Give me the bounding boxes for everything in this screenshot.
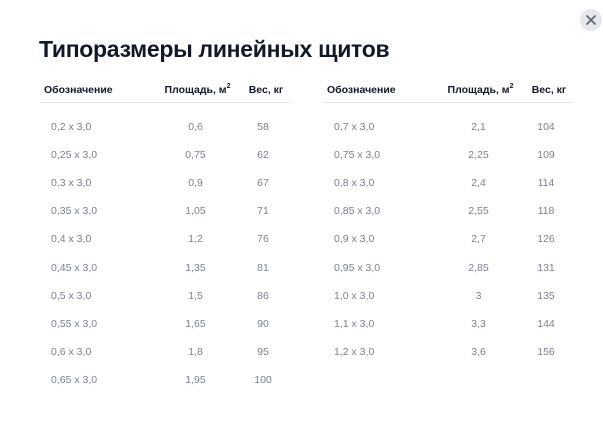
cell-designation: 0,6 х 3,0 [51, 345, 92, 358]
cell-area: 1,35 [185, 261, 206, 274]
cell-designation: 0,85 х 3,0 [334, 205, 381, 218]
cell-weight: 144 [537, 317, 555, 330]
cell-designation: 0,45 х 3,0 [51, 261, 98, 274]
table-row: 0,7 х 3,0 2,1 104 [323, 113, 573, 141]
cell-designation: 0,35 х 3,0 [51, 205, 98, 218]
cell-area: 0,9 [188, 177, 203, 190]
column-header-weight: Вес, кг [531, 84, 567, 96]
table-row: 0,45 х 3,0 1,35 81 [40, 253, 290, 281]
cell-area: 3 [475, 289, 482, 302]
table-row: 0,85 х 3,0 2,55 118 [323, 197, 573, 225]
cell-designation: 0,4 х 3,0 [51, 233, 92, 246]
table-row: 0,75 х 3,0 2,25 109 [323, 141, 573, 169]
cell-designation: 0,3 х 3,0 [51, 177, 92, 190]
cell-area: 0,75 [185, 149, 206, 162]
cell-area: 2,7 [471, 233, 486, 246]
cell-designation: 0,65 х 3,0 [51, 373, 98, 386]
cell-weight: 67 [257, 177, 269, 190]
sizes-table-right: Обозначение Площадь, м2 Вес, кг 0,7 х 3,… [323, 78, 573, 366]
table-row: 0,6 х 3,0 1,8 95 [40, 338, 290, 366]
column-header-designation: Обозначение [44, 84, 113, 96]
dialog-title: Типоразмеры линейных щитов [39, 36, 390, 62]
sizes-table-left: Обозначение Площадь, м2 Вес, кг 0,2 х 3,… [40, 78, 290, 394]
cell-designation: 1,0 х 3,0 [334, 289, 375, 302]
table-row: 0,3 х 3,0 0,9 67 [40, 169, 290, 197]
cell-weight: 86 [257, 289, 269, 302]
cell-weight: 58 [257, 121, 269, 134]
close-icon [586, 15, 596, 25]
cell-weight: 100 [254, 373, 272, 386]
cell-weight: 90 [257, 317, 269, 330]
table-row: 0,65 х 3,0 1,95 100 [40, 366, 290, 394]
cell-weight: 71 [257, 205, 269, 218]
cell-weight: 114 [537, 177, 555, 190]
cell-designation: 0,55 х 3,0 [51, 317, 98, 330]
cell-area: 1,2 [188, 233, 203, 246]
cell-designation: 1,2 х 3,0 [334, 345, 375, 358]
cell-designation: 0,9 х 3,0 [334, 233, 375, 246]
cell-weight: 126 [537, 233, 555, 246]
cell-area: 3,3 [471, 317, 486, 330]
table-row: 0,25 х 3,0 0,75 62 [40, 141, 290, 169]
cell-designation: 0,2 х 3,0 [51, 121, 92, 134]
cell-area: 2,1 [471, 121, 486, 134]
cell-weight: 156 [537, 345, 555, 358]
table-row: 0,4 х 3,0 1,2 76 [40, 225, 290, 253]
cell-designation: 1,1 х 3,0 [334, 317, 375, 330]
table-row: 0,95 х 3,0 2,85 131 [323, 253, 573, 281]
cell-area: 2,25 [468, 149, 489, 162]
cell-designation: 0,75 х 3,0 [334, 149, 381, 162]
cell-area: 0,6 [188, 121, 203, 134]
table-row: 0,5 х 3,0 1,5 86 [40, 282, 290, 310]
table-row: 0,35 х 3,0 1,05 71 [40, 197, 290, 225]
table-row: 0,9 х 3,0 2,7 126 [323, 225, 573, 253]
cell-weight: 118 [537, 205, 555, 218]
cell-weight: 81 [257, 261, 269, 274]
cell-weight: 95 [257, 345, 269, 358]
table-row: 0,55 х 3,0 1,65 90 [40, 310, 290, 338]
cell-weight: 131 [537, 261, 555, 274]
cell-designation: 0,25 х 3,0 [51, 149, 98, 162]
cell-designation: 0,7 х 3,0 [334, 121, 375, 134]
cell-area: 2,4 [471, 177, 486, 190]
table-row: 1,1 х 3,0 3,3 144 [323, 310, 573, 338]
cell-area: 1,65 [185, 317, 206, 330]
table-header: Обозначение Площадь, м2 Вес, кг [323, 78, 573, 103]
cell-area: 2,55 [468, 205, 489, 218]
table-row: 0,2 х 3,0 0,6 58 [40, 113, 290, 141]
cell-weight: 135 [537, 289, 555, 302]
close-button[interactable] [580, 9, 602, 31]
cell-designation: 0,8 х 3,0 [334, 177, 375, 190]
table-row: 0,8 х 3,0 2,4 114 [323, 169, 573, 197]
cell-weight: 62 [257, 149, 269, 162]
cell-area: 1,95 [185, 373, 206, 386]
cell-designation: 0,95 х 3,0 [334, 261, 381, 274]
column-header-designation: Обозначение [327, 84, 396, 96]
column-header-area: Площадь, м2 [447, 83, 514, 96]
cell-designation: 0,5 х 3,0 [51, 289, 92, 302]
table-row: 1,0 х 3,0 3 135 [323, 282, 573, 310]
cell-weight: 76 [257, 233, 269, 246]
cell-area: 1,8 [188, 345, 203, 358]
cell-area: 1,05 [185, 205, 206, 218]
column-header-area: Площадь, м2 [164, 83, 231, 96]
cell-area: 1,5 [188, 289, 203, 302]
table-row: 1,2 х 3,0 3,6 156 [323, 338, 573, 366]
cell-area: 2,85 [468, 261, 489, 274]
cell-weight: 104 [537, 121, 555, 134]
table-header: Обозначение Площадь, м2 Вес, кг [40, 78, 290, 103]
cell-weight: 109 [537, 149, 555, 162]
column-header-weight: Вес, кг [248, 84, 284, 96]
cell-area: 3,6 [471, 345, 486, 358]
